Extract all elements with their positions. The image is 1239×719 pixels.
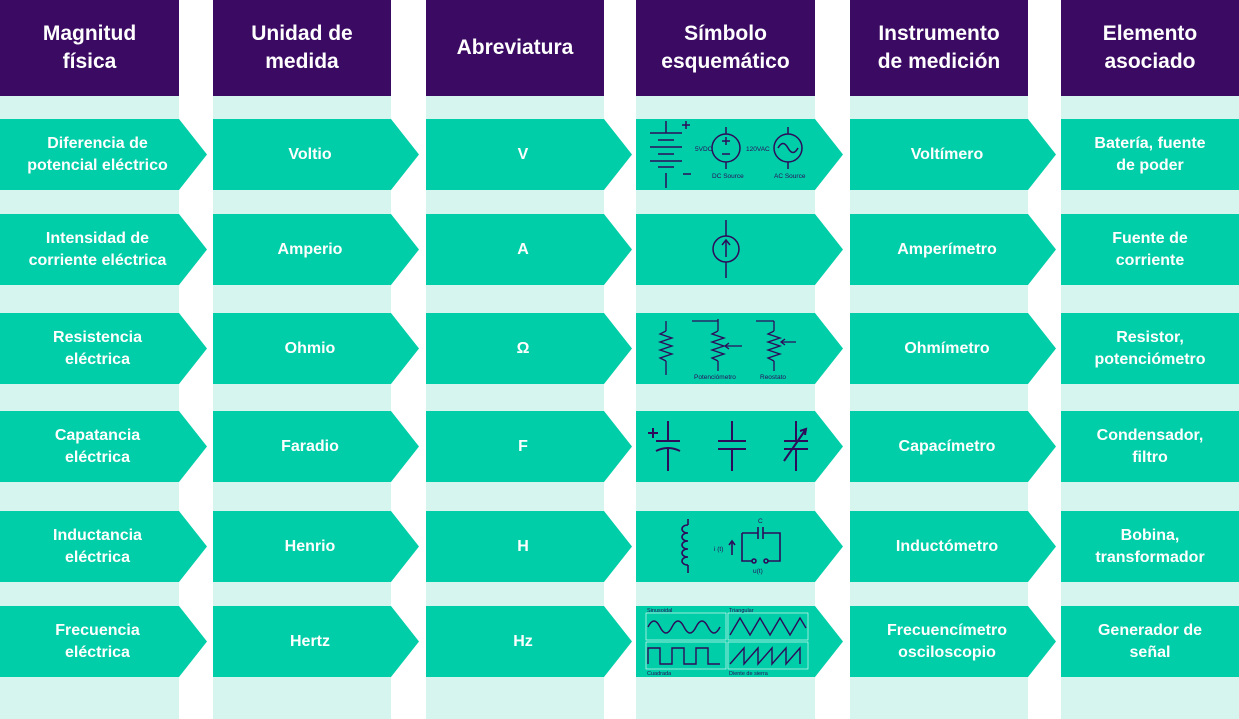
row-2-symbol — [636, 214, 843, 285]
cell-text: Intensidad de corriente eléctrica — [28, 229, 167, 269]
cell-text: Ω — [516, 339, 530, 357]
row-4-abbr: F — [426, 411, 632, 482]
row-1-symbol: 5VDC 120VAC DC Source AC Source — [636, 119, 843, 190]
capacitor-icon — [636, 411, 816, 482]
cell-text: Hz — [513, 632, 533, 650]
cell-text: Condensador, filtro — [1096, 426, 1204, 466]
cell-text: H — [517, 537, 529, 555]
cell-text: Inductómetro — [895, 537, 999, 555]
header-symbol: Símbolo esquemático — [636, 0, 815, 96]
row-5-magnitude: Inductancia eléctrica — [0, 511, 207, 582]
row-2-magnitude: Intensidad de corriente eléctrica — [0, 214, 207, 285]
cell-text: F — [518, 437, 528, 455]
sine-label: Sinusoidal — [647, 608, 672, 614]
row-4-element: Condensador, filtro — [1061, 411, 1239, 482]
row-2-unit: Amperio — [213, 214, 419, 285]
cell-text: Faradio — [281, 437, 339, 455]
cell-text: Henrio — [284, 537, 336, 555]
cell-text: Inductancia eléctrica — [53, 526, 142, 566]
row-5-instrument: Inductómetro — [850, 511, 1056, 582]
cell-text: Amperio — [277, 240, 343, 258]
row-6-symbol: Sinusoidal Triangular Cuadrada Diente de… — [636, 606, 843, 677]
rheostat-label: Reostato — [760, 374, 786, 381]
cell-text: Batería, fuente de poder — [1094, 134, 1206, 174]
row-6-instrument: Frecuencímetro osciloscopio — [850, 606, 1056, 677]
row-6-unit: Hertz — [213, 606, 419, 677]
header-magnitude: Magnitud física — [0, 0, 179, 96]
inductor-icon: C i (t) u(t) — [636, 511, 816, 582]
cell-text: Amperímetro — [897, 240, 997, 258]
potentiometer-label: Potenciómetro — [694, 374, 736, 381]
row-6-element: Generador de señal — [1061, 606, 1239, 677]
cell-text: Capacímetro — [898, 437, 996, 455]
current-it-label: i (t) — [714, 546, 723, 553]
header-label: Magnitud física — [42, 22, 137, 73]
row-4-unit: Faradio — [213, 411, 419, 482]
cell-text: Hertz — [289, 632, 330, 650]
row-6-magnitude: Frecuencia eléctrica — [0, 606, 207, 677]
square-label: Cuadrada — [647, 671, 672, 677]
cell-text: Capatancia eléctrica — [54, 426, 141, 466]
v-ac-label: 120VAC — [746, 146, 770, 153]
cell-text: Voltio — [288, 145, 332, 163]
row-3-unit: Ohmio — [213, 313, 419, 384]
row-1-abbr: V — [426, 119, 632, 190]
row-5-element: Bobina, transformador — [1061, 511, 1239, 582]
row-4-instrument: Capacímetro — [850, 411, 1056, 482]
cell-text: V — [517, 145, 529, 163]
row-5-abbr: H — [426, 511, 632, 582]
row-6-abbr: Hz — [426, 606, 632, 677]
cell-text: Generador de señal — [1097, 621, 1203, 661]
triangle-label: Triangular — [729, 608, 754, 614]
cell-text: Frecuencia eléctrica — [55, 621, 140, 661]
dc-source-label: DC Source — [712, 173, 744, 180]
cell-text: Frecuencímetro osciloscopio — [886, 621, 1008, 661]
row-2-element: Fuente de corriente — [1061, 214, 1239, 285]
row-4-symbol — [636, 411, 843, 482]
header-label: Elemento asociado — [1102, 22, 1198, 73]
cell-text: A — [517, 240, 529, 258]
current-source-icon — [636, 214, 816, 285]
row-4-magnitude: Capatancia eléctrica — [0, 411, 207, 482]
header-label: Símbolo esquemático — [661, 22, 790, 73]
v-dc-label: 5VDC — [695, 146, 713, 153]
sawtooth-label: Diente de sierra — [729, 671, 769, 677]
row-3-element: Resistor, potenciómetro — [1061, 313, 1239, 384]
cell-text: Ohmio — [284, 339, 336, 357]
capacitor-c-label: C — [758, 518, 763, 525]
header-label: Unidad de medida — [251, 22, 353, 73]
row-5-symbol: C i (t) u(t) — [636, 511, 843, 582]
cell-text: Resistor, potenciómetro — [1094, 328, 1206, 368]
header-label: Abreviatura — [456, 36, 574, 59]
battery-dc-ac-source-icon: 5VDC 120VAC DC Source AC Source — [636, 119, 816, 190]
header-instrument: Instrumento de medición — [850, 0, 1028, 96]
row-2-instrument: Amperímetro — [850, 214, 1056, 285]
row-5-unit: Henrio — [213, 511, 419, 582]
resistor-potentiometer-rheostat-icon: Potenciómetro Reostato — [636, 313, 816, 384]
cell-text: Diferencia de potencial eléctrico — [27, 134, 168, 174]
row-1-element: Batería, fuente de poder — [1061, 119, 1239, 190]
row-2-abbr: A — [426, 214, 632, 285]
header-abbr: Abreviatura — [426, 0, 604, 96]
cell-text: Resistencia eléctrica — [53, 328, 142, 368]
ac-source-label: AC Source — [774, 173, 806, 180]
cell-text: Ohmímetro — [904, 339, 990, 357]
row-1-instrument: Voltímero — [850, 119, 1056, 190]
cell-text: Voltímero — [910, 145, 984, 163]
header-unit: Unidad de medida — [213, 0, 391, 96]
row-1-magnitude: Diferencia de potencial eléctrico — [0, 119, 207, 190]
row-1-unit: Voltio — [213, 119, 419, 190]
cell-text: Fuente de corriente — [1112, 229, 1188, 269]
row-3-magnitude: Resistencia eléctrica — [0, 313, 207, 384]
header-label: Instrumento de medición — [877, 22, 1001, 73]
row-3-symbol: Potenciómetro Reostato — [636, 313, 843, 384]
header-element: Elemento asociado — [1061, 0, 1239, 96]
row-3-instrument: Ohmímetro — [850, 313, 1056, 384]
cell-text: Bobina, transformador — [1095, 526, 1205, 566]
row-3-abbr: Ω — [426, 313, 632, 384]
voltage-ut-label: u(t) — [753, 568, 763, 575]
waveforms-icon: Sinusoidal Triangular Cuadrada Diente de… — [636, 606, 816, 677]
